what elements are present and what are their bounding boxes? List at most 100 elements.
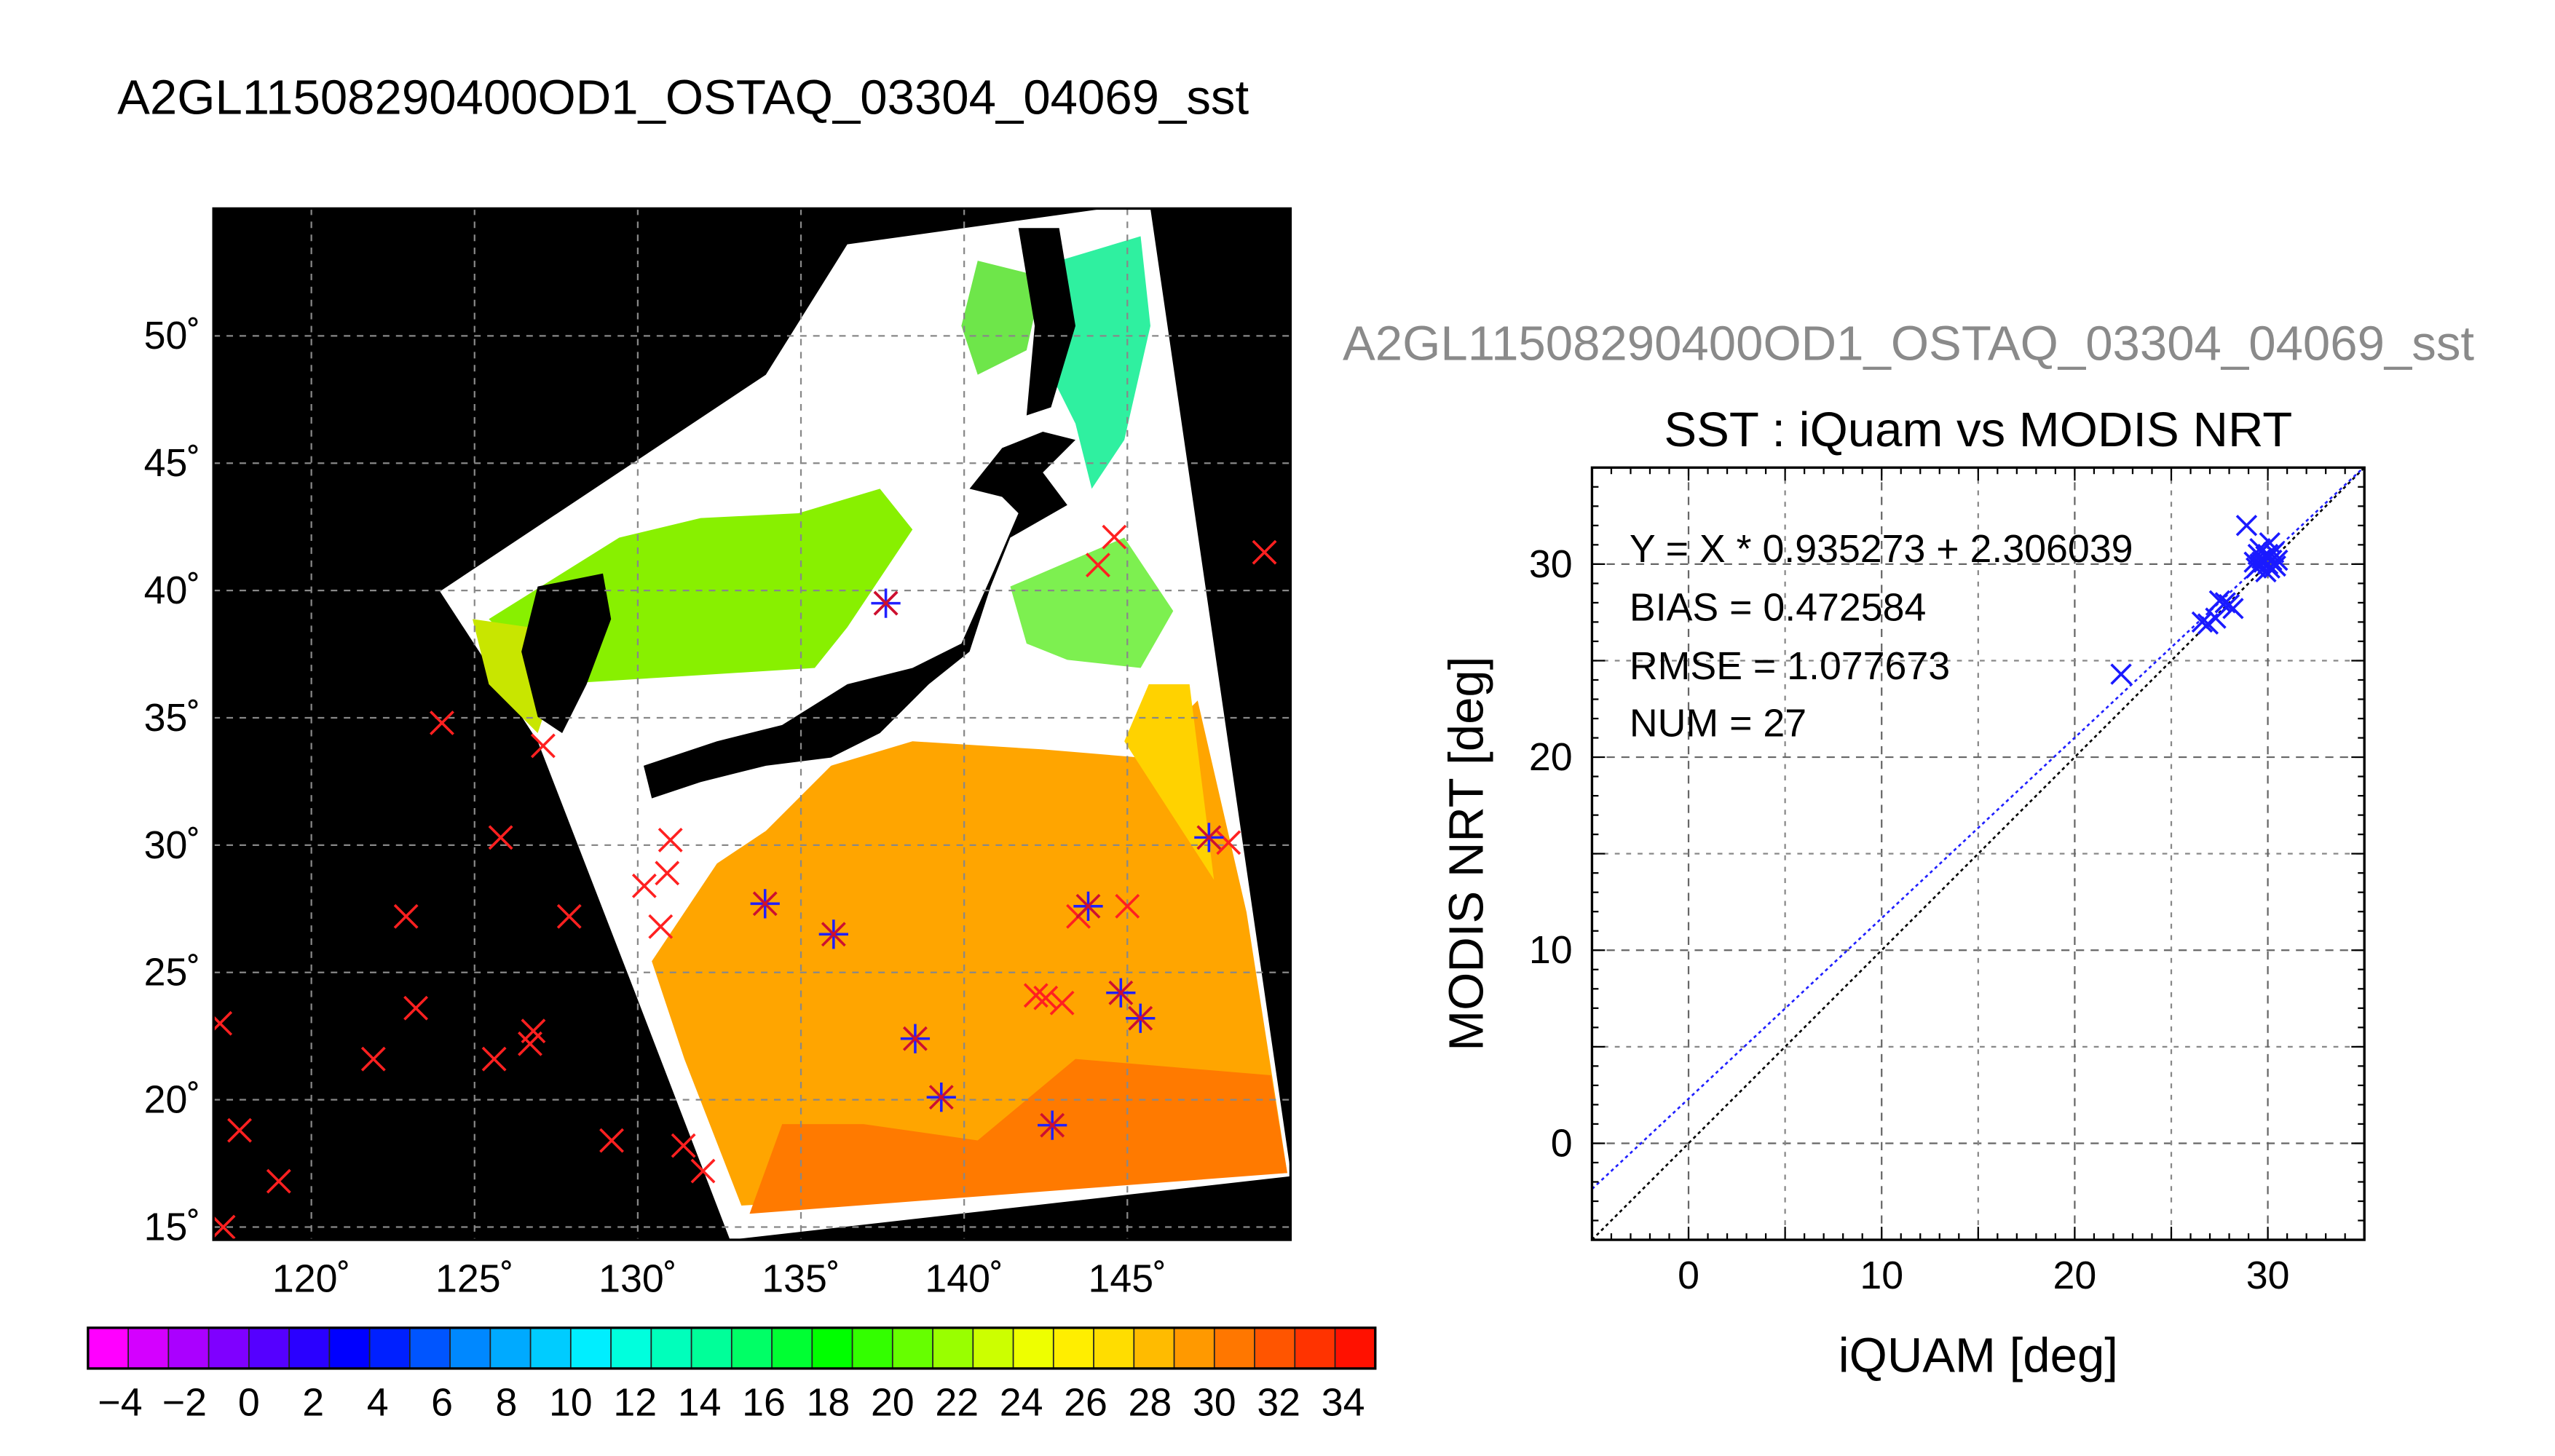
- colorbar-swatch: [409, 1327, 451, 1369]
- land-korea: [521, 573, 612, 734]
- matchup-marker-blue-x-stroke-b: [873, 590, 899, 616]
- sst-map: 120˚ 125˚ 130˚ 135˚ 140˚ 145˚ 15˚ 20˚ 25˚ 30˚ 35˚…: [87, 207, 1377, 1425]
- scatter-point-stroke-b: [2243, 551, 2265, 573]
- land-hokkaido: [969, 432, 1076, 497]
- matchup-marker-blue-x-stroke-b: [752, 891, 778, 917]
- sst-pacific-north: [1010, 537, 1174, 668]
- matchup-marker-red-stroke-b: [403, 995, 429, 1021]
- lat-tick-label: 25˚: [144, 951, 201, 994]
- scatter-y-tick-label: 0: [1551, 1121, 1573, 1165]
- colorbar-tick-label: 32: [1257, 1381, 1300, 1425]
- scatter-x-tick-label: 10: [1860, 1254, 1903, 1297]
- scatter-point-stroke-a: [2214, 592, 2236, 614]
- matchup-marker-red: [655, 860, 680, 886]
- scatter-point: [2249, 553, 2271, 575]
- scatter-point: [2110, 663, 2132, 685]
- map-lon-tick-labels: 120˚ 125˚ 130˚ 135˚ 140˚ 145˚: [272, 1257, 1166, 1301]
- scatter-point-stroke-b: [2249, 537, 2271, 560]
- colorbar-swatch: [208, 1327, 250, 1369]
- matchup-marker-red: [657, 827, 683, 852]
- scatter-point: [2255, 561, 2277, 583]
- scatter-x-tick-label: 20: [2053, 1254, 2097, 1297]
- matchup-marker-red-stroke-b: [213, 1010, 233, 1032]
- matchup-marker-red-stroke-b: [599, 1128, 624, 1153]
- page-title: A2GL11508290400OD1_OSTAQ_03304_04069_sst: [117, 71, 1249, 126]
- colorbar-swatch: [369, 1327, 411, 1369]
- scatter-point: [2245, 557, 2267, 579]
- scatter-grid: [1592, 467, 2365, 1241]
- scatter-point-stroke-a: [2259, 532, 2280, 554]
- scatter-point: [2235, 515, 2258, 537]
- scatter-point: [2243, 551, 2265, 573]
- matchup-marker-red-stroke-b: [655, 860, 680, 886]
- colorbar-swatch: [1335, 1327, 1376, 1369]
- scatter-point-stroke-a: [2245, 557, 2267, 579]
- scatter-point-stroke-a: [2255, 561, 2277, 583]
- scatter-point-stroke-a: [2247, 543, 2270, 566]
- matchup-marker-blue-x-stroke-b: [1075, 893, 1101, 919]
- matchup-marker-red-stroke-b: [266, 1168, 291, 1194]
- matchup-marker-blue: [1194, 823, 1224, 852]
- matchup-marker-red: [1049, 990, 1075, 1016]
- lon-tick-label: 120˚: [272, 1257, 350, 1301]
- scatter-point: [2259, 557, 2280, 579]
- scatter-point-stroke-a: [2218, 593, 2240, 616]
- matchup-marker-blue-x: [1075, 893, 1101, 919]
- colorbar-swatch: [973, 1327, 1014, 1369]
- scatter-point-stroke-a: [2262, 542, 2285, 563]
- colorbar-tick-label: 34: [1322, 1381, 1365, 1425]
- colorbar-swatch: [1295, 1327, 1336, 1369]
- colorbar-swatch: [530, 1327, 572, 1369]
- matchup-marker-red: [690, 1158, 716, 1184]
- matchup-marker-red: [403, 995, 429, 1021]
- matchup-marker-red: [671, 1133, 696, 1158]
- scatter-point-stroke-a: [2256, 553, 2279, 575]
- matchup-marker-blue-x-stroke-b: [821, 922, 846, 947]
- matchup-marker-red: [631, 873, 657, 898]
- colorbar-tick-label: 30: [1193, 1381, 1236, 1425]
- map-grid: [213, 208, 1291, 1241]
- matchup-marker-blue-x: [902, 1026, 928, 1051]
- matchup-marker-blue-x: [752, 891, 778, 917]
- scatter-y-label: MODIS NRT [deg]: [1439, 657, 1493, 1051]
- matchup-marker-blue-x-stroke-b: [1196, 825, 1222, 850]
- colorbar-swatch: [1134, 1327, 1175, 1369]
- scatter-point-stroke-b: [2235, 515, 2258, 537]
- scatter-point: [2208, 590, 2230, 612]
- colorbar-swatch: [933, 1327, 974, 1369]
- matchup-marker-red-stroke-b: [1252, 539, 1277, 565]
- matchup-marker-red-stroke-b: [213, 1214, 236, 1239]
- sst-hokkaido-east: [961, 261, 1043, 375]
- matchup-marker-blue: [818, 919, 848, 949]
- matchup-marker-red-stroke-b: [1216, 830, 1241, 855]
- colorbar-tick-label: 8: [495, 1381, 517, 1425]
- scatter-point-stroke-b: [2208, 590, 2230, 612]
- scatter-point-stroke-b: [2255, 545, 2277, 567]
- colorbar-tick-label: 2: [302, 1381, 324, 1425]
- stats-rmse: RMSE = 1.077673: [1630, 644, 1950, 688]
- scatter-point-stroke-b: [2264, 555, 2286, 577]
- colorbar-swatch: [892, 1327, 934, 1369]
- lat-tick-label: 35˚: [144, 696, 201, 740]
- scatter-point-stroke-b: [2197, 613, 2219, 635]
- scatter-point: [2264, 555, 2286, 577]
- matchup-marker-red: [1023, 983, 1049, 1008]
- matchup-marker-blue-x-stroke-b: [1108, 980, 1134, 1005]
- scatter-point-stroke-b: [2259, 557, 2280, 579]
- colorbar-swatch: [570, 1327, 612, 1369]
- matchup-marker-red: [360, 1046, 386, 1072]
- matchup-marker-red-stroke-b: [488, 825, 513, 850]
- regression-line: [1592, 467, 2365, 1190]
- scatter-point-stroke-b: [2191, 611, 2214, 633]
- colorbar-swatch: [1094, 1327, 1135, 1369]
- matchup-marker-red-stroke-b: [1023, 983, 1049, 1008]
- matchup-marker-red-stroke-b: [521, 1018, 546, 1044]
- colorbar-tick-label: 4: [367, 1381, 389, 1425]
- scatter-point: [2249, 537, 2271, 560]
- matchup-marker-red: [1216, 830, 1241, 855]
- scatter-point-stroke-a: [2259, 557, 2280, 579]
- lon-tick-label: 145˚: [1089, 1257, 1166, 1301]
- colorbar-swatch: [87, 1327, 130, 1369]
- map-scene: [440, 208, 1291, 1241]
